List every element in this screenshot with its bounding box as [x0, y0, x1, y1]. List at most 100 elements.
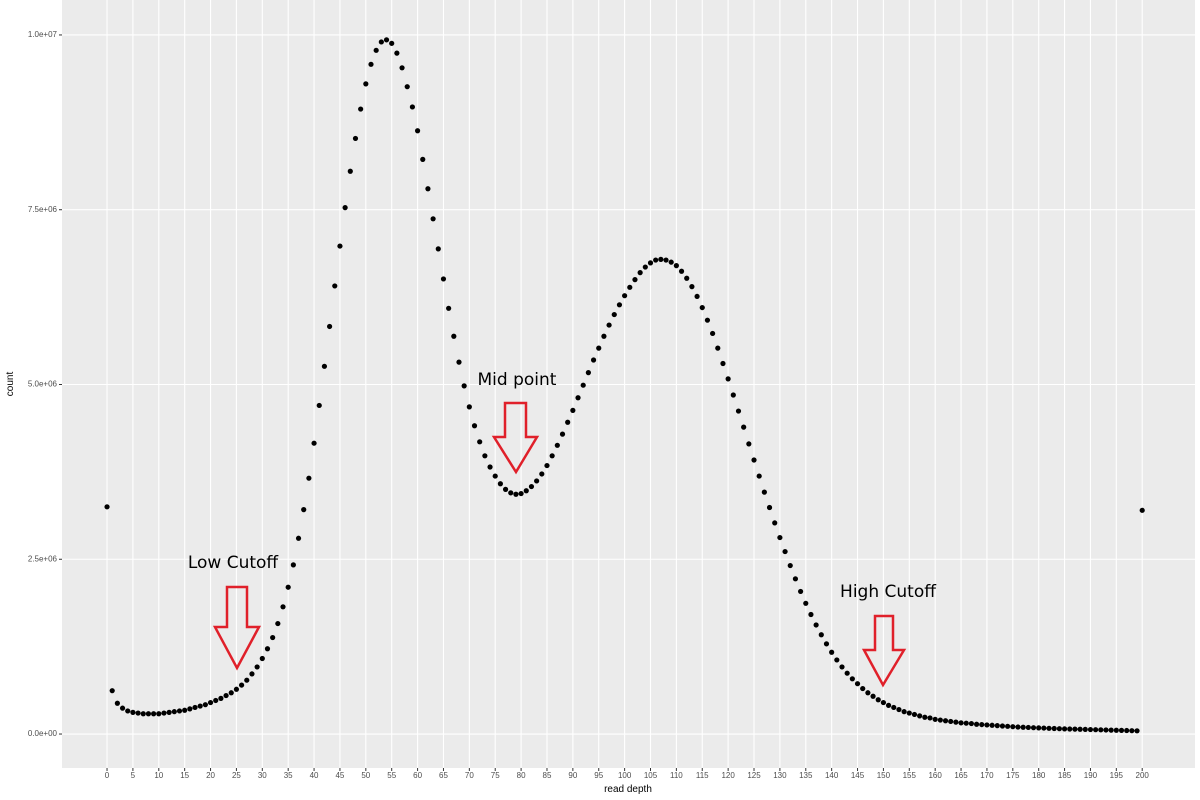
x-tick-label: 115 — [696, 771, 709, 780]
point — [1036, 725, 1042, 731]
point — [161, 710, 167, 716]
arrow — [491, 401, 540, 475]
point — [865, 690, 871, 696]
point — [239, 682, 245, 688]
x-tick-label: 0 — [105, 771, 110, 780]
point — [777, 534, 783, 541]
x-tick-label: 80 — [517, 771, 526, 780]
point — [352, 135, 359, 142]
y-tick-label: 1.0e+07 — [28, 30, 58, 39]
point — [383, 37, 390, 43]
point — [213, 697, 219, 704]
point — [922, 714, 928, 720]
point — [151, 711, 157, 717]
point — [673, 263, 679, 269]
point — [1077, 726, 1083, 732]
point — [456, 359, 462, 365]
point — [808, 611, 814, 618]
x-tick-label: 40 — [310, 771, 319, 780]
point — [684, 275, 690, 281]
point — [1061, 726, 1068, 732]
x-axis-title: read depth — [604, 784, 652, 795]
point — [622, 293, 628, 299]
x-tick-label: 120 — [721, 771, 735, 780]
point — [539, 471, 545, 477]
point — [399, 65, 405, 71]
point — [720, 360, 726, 367]
point — [668, 259, 674, 265]
point — [973, 721, 980, 727]
x-tick-label: 150 — [877, 771, 891, 780]
point — [311, 440, 317, 446]
x-tick-label: 25 — [232, 771, 241, 780]
x-tick-label: 75 — [491, 771, 500, 780]
point — [585, 370, 591, 376]
x-tick-label: 200 — [1136, 771, 1150, 780]
point — [653, 257, 659, 263]
x-tick-label: 190 — [1084, 771, 1098, 780]
point — [182, 707, 188, 713]
annotation: Mid point — [478, 370, 557, 390]
y-tick-label: 7.5e+06 — [28, 205, 58, 214]
point — [430, 216, 436, 222]
point — [575, 395, 581, 401]
point — [176, 708, 183, 714]
point — [704, 317, 711, 323]
point — [1015, 724, 1021, 730]
point — [999, 723, 1006, 729]
point — [761, 489, 767, 495]
point — [989, 722, 995, 728]
x-tick-label: 170 — [980, 771, 994, 780]
point — [554, 442, 560, 448]
point — [497, 481, 503, 487]
points — [104, 37, 1145, 734]
point — [829, 649, 835, 655]
point — [244, 677, 250, 683]
point — [363, 81, 369, 87]
point — [1056, 726, 1062, 732]
point — [596, 345, 602, 351]
point — [171, 709, 177, 715]
point — [1041, 725, 1047, 731]
point — [797, 588, 804, 595]
x-tick-label: 125 — [747, 771, 761, 780]
point — [896, 706, 902, 713]
point — [140, 711, 146, 717]
x-tick-label: 185 — [1058, 771, 1072, 780]
x-tick-label: 85 — [543, 771, 552, 780]
x-tick-label: 100 — [618, 771, 632, 780]
point — [710, 330, 716, 337]
point — [730, 392, 736, 398]
point — [466, 404, 472, 410]
point — [145, 711, 152, 717]
point — [290, 562, 296, 568]
point — [285, 584, 291, 590]
point — [435, 246, 441, 252]
point — [342, 205, 348, 211]
point — [502, 486, 509, 492]
x-tick-label: 60 — [413, 771, 422, 780]
point — [326, 323, 333, 330]
point — [109, 688, 115, 694]
point — [590, 357, 597, 363]
x-tick-label: 160 — [928, 771, 942, 780]
point — [1129, 728, 1135, 734]
point — [906, 710, 912, 716]
point — [192, 704, 198, 711]
point — [1124, 727, 1130, 734]
point — [611, 311, 617, 318]
point — [1005, 723, 1011, 729]
x-tick-label: 95 — [594, 771, 603, 780]
point — [948, 718, 954, 725]
point — [534, 478, 540, 484]
point — [632, 277, 638, 283]
point — [901, 709, 907, 715]
point — [823, 641, 830, 647]
x-tick-label: 30 — [258, 771, 267, 780]
point — [119, 705, 126, 711]
point — [979, 721, 985, 728]
point — [1025, 724, 1031, 731]
x-tick-label: 145 — [851, 771, 865, 780]
point — [627, 284, 633, 290]
